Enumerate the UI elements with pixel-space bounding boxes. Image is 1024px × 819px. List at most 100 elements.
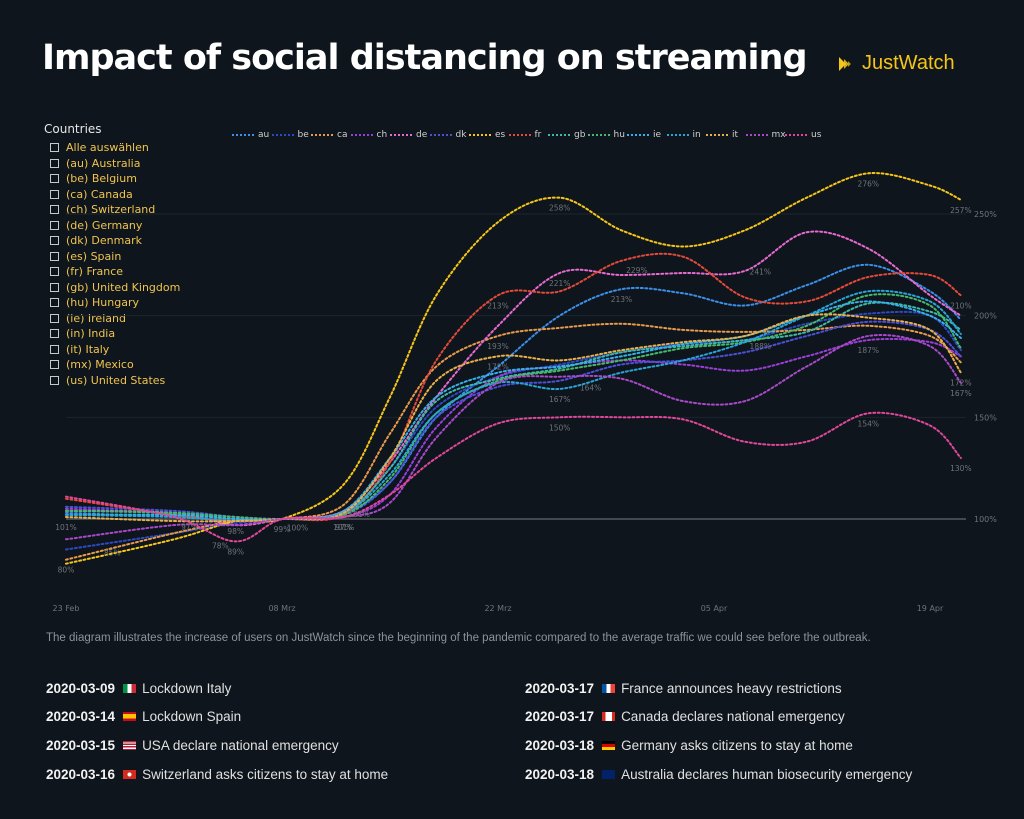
checkbox[interactable]: [50, 251, 59, 261]
legend-item-ca[interactable]: ca: [311, 130, 347, 140]
checkbox[interactable]: [50, 313, 59, 323]
legend-item-ch[interactable]: ch: [350, 130, 387, 140]
y-tick-label: 100%: [974, 515, 997, 524]
legend-item-de[interactable]: de: [390, 130, 427, 140]
data-label: 80%: [58, 566, 75, 575]
play-icon: [839, 56, 851, 71]
country-checkbox-item[interactable]: (de) Germany: [50, 218, 180, 234]
country-checkbox-item[interactable]: (ca) Canada: [50, 187, 180, 203]
data-label: 187%: [858, 346, 879, 355]
event-item: 2020-03-18 Australia declares human biose…: [525, 760, 995, 789]
series-line-be: [65, 310, 962, 551]
legend-item-fr[interactable]: fr: [508, 130, 541, 140]
event-text: USA declare national emergency: [142, 737, 339, 753]
country-checkbox-item[interactable]: (hu) Hungary: [50, 295, 180, 311]
data-label: 229%: [626, 266, 647, 275]
flag-ca-icon: [602, 712, 616, 722]
checkbox[interactable]: [50, 174, 59, 184]
event-item: 2020-03-09 Lockdown Italy: [46, 674, 516, 703]
legend-item-au[interactable]: au: [232, 130, 269, 140]
legend-item-it[interactable]: it: [706, 130, 738, 140]
event-text: Switzerland asks citizens to stay at hom…: [142, 766, 389, 782]
y-tick-label: 250%: [974, 210, 997, 219]
event-item: 2020-03-17 France announces heavy restric…: [525, 674, 995, 703]
legend-item-gb[interactable]: gb: [548, 130, 585, 140]
checkbox[interactable]: [50, 267, 59, 277]
country-checkbox-item[interactable]: Alle auswählen: [50, 140, 180, 156]
country-label: (ch) Switzerland: [66, 203, 156, 217]
checkbox[interactable]: [50, 205, 59, 215]
legend-item-ie[interactable]: ie: [627, 130, 661, 140]
data-label: 97%: [335, 523, 352, 532]
country-checkbox-item[interactable]: (in) India: [50, 326, 180, 342]
checkbox[interactable]: [50, 344, 59, 354]
country-checkbox-item[interactable]: (us) United States: [50, 373, 180, 389]
checkbox[interactable]: [50, 158, 59, 168]
country-checkbox-item[interactable]: (dk) Denmark: [50, 233, 180, 249]
legend-label: gb: [574, 130, 586, 140]
country-checkbox-item[interactable]: (ie) Ireland: [50, 311, 180, 327]
countries-filter-list: Alle auswählen (au) Australia (be) Belgium…: [50, 140, 180, 388]
checkbox[interactable]: [50, 282, 59, 292]
legend-label: dk: [455, 130, 467, 140]
legend-item-in[interactable]: in: [666, 130, 701, 140]
country-checkbox-item[interactable]: (be) Belgium: [50, 171, 180, 187]
x-tick-label: 22 Mrz: [484, 604, 511, 613]
event-text: Australia declares human biosecurity eme…: [621, 766, 913, 782]
country-label: (ca) Canada: [66, 187, 133, 201]
legend-swatch: [587, 134, 610, 136]
legend-item-hu[interactable]: hu: [587, 130, 625, 140]
legend-label: in: [692, 130, 701, 140]
country-label: (au) Australia: [66, 156, 141, 170]
data-label: 193%: [487, 342, 508, 351]
event-date: 2020-03-15: [46, 737, 116, 753]
country-checkbox-item[interactable]: (au) Australia: [50, 156, 180, 172]
series-line-it: [65, 313, 962, 523]
series-line-us: [65, 411, 962, 543]
checkbox[interactable]: [50, 236, 59, 246]
event-text: Lockdown Spain: [142, 709, 242, 725]
checkbox[interactable]: [50, 329, 59, 339]
checkbox[interactable]: [50, 360, 59, 370]
series-line-de: [65, 230, 962, 527]
legend-swatch: [785, 134, 807, 136]
country-label: (mx) Mexico: [66, 358, 134, 372]
legend-label: au: [258, 130, 270, 140]
country-checkbox-item[interactable]: (fr) France: [50, 264, 180, 280]
event-date: 2020-03-16: [46, 766, 116, 782]
streaming-line-chart: 100% 150% 200% 250% 23 Feb 08 Mrz 22 Mrz 05 Apr…: [53, 172, 997, 613]
data-label: 241%: [750, 267, 771, 276]
data-label: 101%: [348, 510, 369, 519]
country-label: (hu) Hungary: [66, 296, 139, 310]
country-checkbox-item[interactable]: (mx) Mexico: [50, 357, 180, 373]
country-checkbox-item[interactable]: (es) Spain: [50, 249, 180, 265]
legend-item-es[interactable]: es: [469, 130, 505, 140]
event-date: 2020-03-14: [46, 709, 116, 725]
country-label: (be) Belgium: [66, 172, 137, 186]
legend-item-us[interactable]: us: [785, 130, 821, 140]
data-label: 167%: [950, 389, 971, 398]
country-label: (gb) United Kingdom: [66, 280, 181, 294]
legend-swatch: [232, 134, 254, 136]
checkbox[interactable]: [50, 375, 59, 385]
legend-swatch: [508, 134, 531, 136]
checkbox[interactable]: [50, 220, 59, 230]
flag-it-icon: [123, 683, 137, 693]
data-label: 167%: [549, 395, 570, 404]
event-date: 2020-03-18: [525, 766, 595, 782]
checkbox[interactable]: [50, 189, 59, 199]
country-checkbox-item[interactable]: (ch) Switzerland: [50, 202, 180, 218]
legend-item-dk[interactable]: dk: [429, 130, 467, 140]
event-text: Germany asks citizens to stay at home: [621, 737, 853, 753]
country-checkbox-item[interactable]: (it) Italy: [50, 342, 180, 358]
legend-label: ie: [653, 130, 662, 140]
legend-item-be[interactable]: be: [271, 130, 309, 140]
data-label: 258%: [549, 204, 570, 213]
checkbox[interactable]: [50, 143, 59, 153]
flag-fr-icon: [602, 683, 616, 693]
legend-swatch: [548, 134, 570, 136]
legend-item-mx[interactable]: mx: [745, 130, 786, 140]
checkbox[interactable]: [50, 298, 59, 308]
country-checkbox-item[interactable]: (gb) United Kingdom: [50, 280, 180, 296]
data-label: 213%: [611, 295, 632, 304]
